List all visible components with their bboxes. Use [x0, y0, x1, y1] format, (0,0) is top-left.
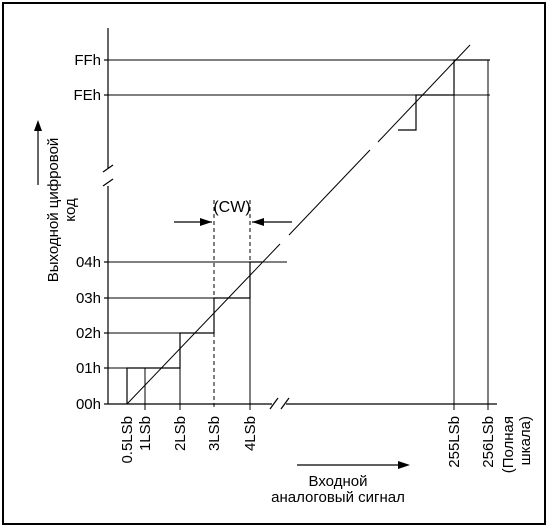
x-label-0.5lsb: 0.5LSb — [119, 416, 136, 464]
diagram-border — [2, 2, 546, 525]
x-axis-title-line2: аналоговый сигнал — [271, 489, 405, 506]
full-scale-label-line1: (Полная — [500, 416, 517, 473]
x-axis-break-mark — [269, 397, 279, 410]
y-label-FFh: FFh — [74, 52, 101, 69]
cw-arrow-left-head — [200, 218, 212, 226]
ideal-transfer-line — [126, 44, 471, 405]
x-label-256lsb: 256LSb — [480, 416, 497, 468]
y-axis-break-mark — [102, 178, 114, 187]
y-ticks — [104, 59, 108, 405]
y-label-00h: 00h — [76, 396, 101, 413]
x-axis-break-mark — [280, 397, 290, 410]
code-staircase-upper — [398, 59, 490, 131]
cw-arrow-right-head — [252, 218, 264, 226]
cw-label: (CW) — [213, 199, 250, 216]
x-label-1lsb: 1LSb — [137, 416, 154, 451]
y-axis-break-mark — [102, 164, 114, 173]
y-label-04h: 04h — [76, 254, 101, 271]
x-label-3lsb: 3LSb — [206, 416, 223, 451]
x-direction-arrow-head — [398, 461, 410, 469]
y-axis-title-line1: Выходной цифровой — [45, 138, 62, 283]
lsb-reference-lines — [144, 60, 489, 410]
full-scale-label-line2: шкала) — [517, 416, 534, 465]
x-axis-title-line1: Входной — [309, 473, 368, 490]
y-label-03h: 03h — [76, 290, 101, 307]
y-label-FEh: FEh — [73, 87, 101, 104]
y-label-01h: 01h — [76, 360, 101, 377]
x-label-4lsb: 4LSb — [242, 416, 259, 451]
y-axis-title-line2: код — [62, 198, 79, 222]
code-staircase-lower — [126, 261, 262, 404]
x-label-255lsb: 255LSb — [446, 416, 463, 468]
code-reference-lines — [108, 59, 490, 369]
y-label-02h: 02h — [76, 325, 101, 342]
x-label-2lsb: 2LSb — [172, 416, 189, 451]
y-direction-arrow-head — [34, 120, 42, 131]
